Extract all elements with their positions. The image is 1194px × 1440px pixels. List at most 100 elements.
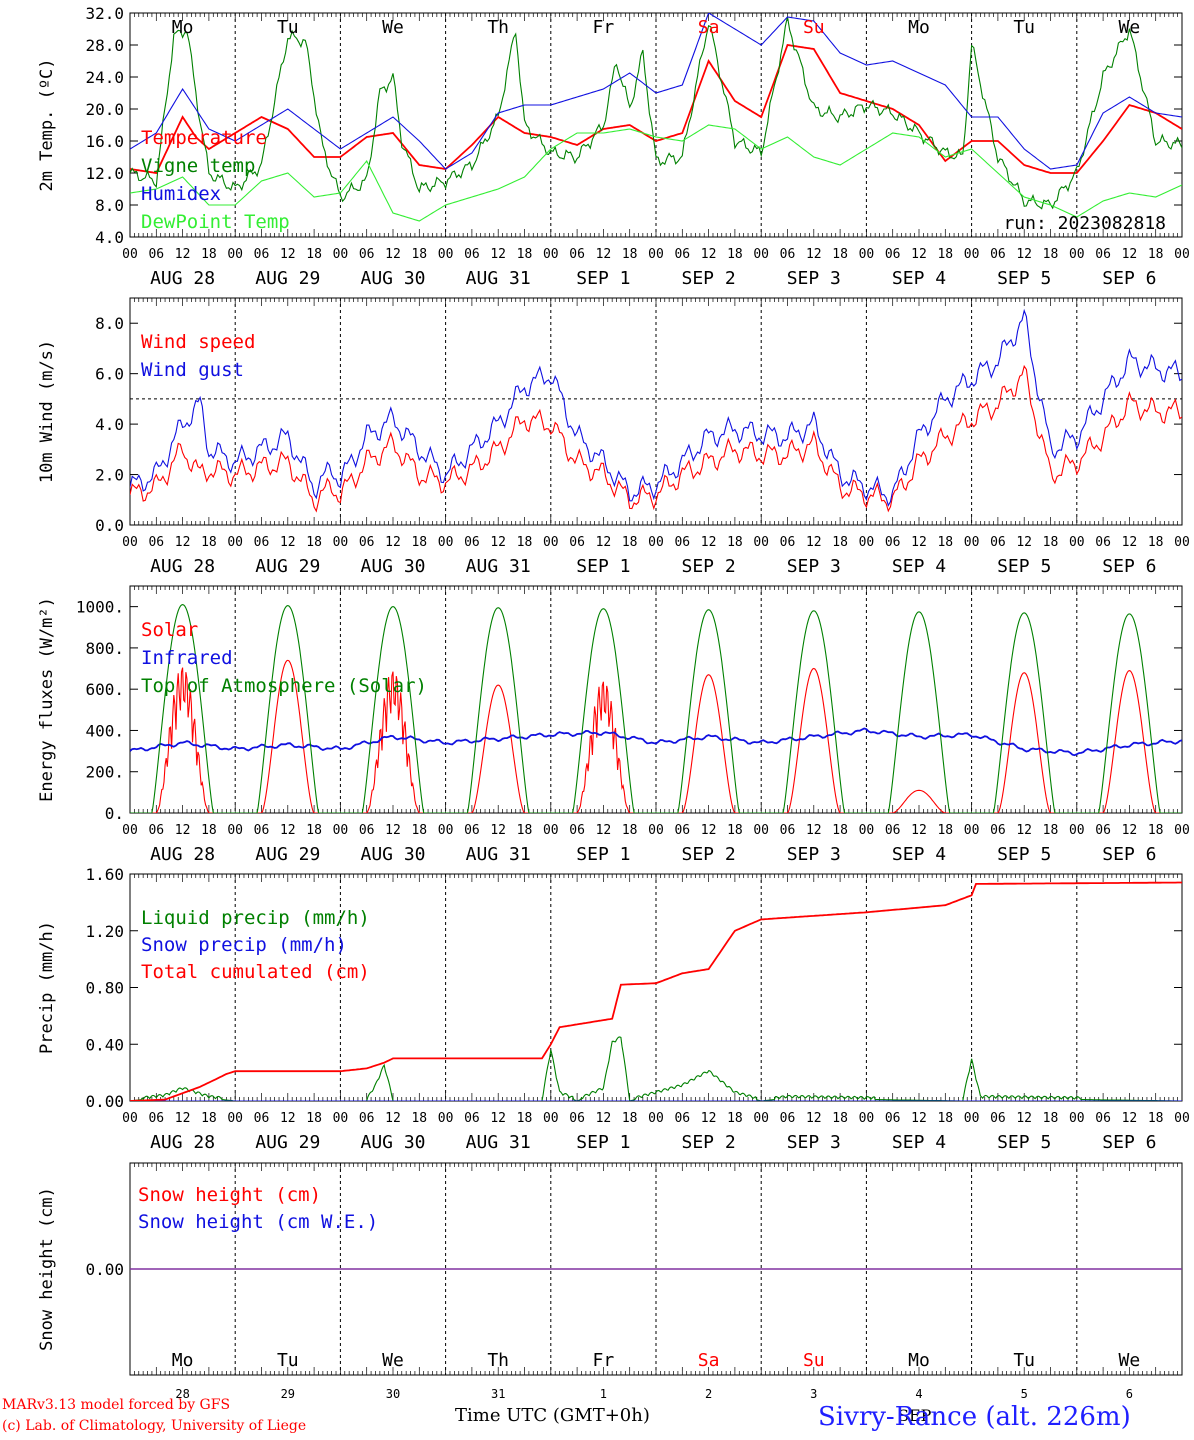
date-label: SEP 3 (787, 844, 841, 865)
panel-4: 0.00 0.40 0.80 1.20 1.60 Precip (mm/h) 00 06 12 1… (37, 865, 1190, 1153)
day-number: 29 (281, 1387, 295, 1401)
date-label: SEP 3 (787, 556, 841, 577)
series-wind-speed (130, 364, 1182, 513)
hour-label: 00 (122, 823, 138, 838)
hour-label: 06 (885, 247, 901, 262)
date-label: SEP 6 (1102, 844, 1156, 865)
y-tick-label: 2.0 (95, 466, 124, 485)
hour-label: 12 (1016, 535, 1032, 550)
hour-label: 12 (701, 535, 717, 550)
hour-label: 18 (727, 823, 743, 838)
hour-label: 18 (1148, 1111, 1164, 1126)
hour-label: 06 (674, 535, 690, 550)
hour-label: 06 (148, 247, 164, 262)
hour-label: 18 (517, 1111, 533, 1126)
weekday-bottom: Mo (172, 1350, 194, 1371)
hour-label: 12 (806, 247, 822, 262)
date-label: AUG 31 (466, 268, 531, 289)
hour-label: 18 (937, 247, 953, 262)
hour-label: 06 (359, 247, 375, 262)
hour-label: 00 (333, 535, 349, 550)
series-line (130, 16, 1182, 210)
y-tick-label: 32.0 (85, 4, 124, 23)
hour-label: 12 (385, 823, 401, 838)
hour-label: 06 (359, 823, 375, 838)
hour-label: 06 (569, 1111, 585, 1126)
y-tick-label: 4.0 (95, 228, 124, 247)
hour-label: 00 (648, 535, 664, 550)
hour-label: 18 (832, 535, 848, 550)
hour-label: 06 (780, 823, 796, 838)
y-tick-label: 0. (105, 804, 124, 823)
y-tick-label: 600. (85, 680, 124, 699)
hour-label: 12 (911, 247, 927, 262)
hour-label: 18 (201, 535, 217, 550)
hour-label: 18 (727, 247, 743, 262)
hour-label: 00 (648, 1111, 664, 1126)
hour-label: 06 (885, 823, 901, 838)
hour-label: 12 (806, 823, 822, 838)
plot-area (130, 13, 1182, 222)
weekday-top: Mo (908, 17, 930, 38)
date-label: AUG 29 (255, 556, 320, 577)
hour-label: 12 (1122, 535, 1138, 550)
hour-label: 18 (622, 247, 638, 262)
hour-label: 18 (727, 535, 743, 550)
y-axis-label: Energy fluxes (W/m²) (37, 597, 57, 802)
hour-label: 00 (543, 247, 559, 262)
hour-label: 18 (517, 823, 533, 838)
hour-label: 06 (464, 823, 480, 838)
date-label: SEP 2 (682, 1132, 736, 1153)
hour-label: 06 (674, 823, 690, 838)
hour-label: 18 (306, 247, 322, 262)
hour-label: 06 (674, 1111, 690, 1126)
date-label: SEP 1 (576, 1132, 630, 1153)
hour-label: 00 (543, 823, 559, 838)
y-tick-label: 28.0 (85, 36, 124, 55)
hour-label: 00 (753, 1111, 769, 1126)
hour-label: 06 (254, 247, 270, 262)
hour-label: 12 (911, 823, 927, 838)
hour-label: 06 (990, 823, 1006, 838)
hour-label: 12 (1122, 1111, 1138, 1126)
date-label: AUG 28 (150, 1132, 215, 1153)
series-line (130, 727, 1182, 757)
y-tick-label: 1000. (76, 598, 124, 617)
hour-label: 00 (438, 247, 454, 262)
hour-label: 12 (385, 247, 401, 262)
series-top-of-atmosphere-solar- (130, 604, 1182, 813)
y-tick-label: 0.0 (95, 516, 124, 535)
hour-label: 18 (622, 535, 638, 550)
y-tick-label: 0.40 (85, 1035, 124, 1054)
series-line (130, 308, 1182, 507)
hour-label: 06 (1095, 823, 1111, 838)
hour-label: 12 (596, 1111, 612, 1126)
hour-label: 06 (1095, 247, 1111, 262)
hour-label: 18 (937, 823, 953, 838)
hour-label: 18 (832, 823, 848, 838)
hour-label: 12 (596, 823, 612, 838)
hour-label: 00 (543, 535, 559, 550)
legend-entry: Top of Atmosphere (Solar) (141, 675, 427, 697)
date-label: AUG 29 (255, 844, 320, 865)
hour-label: 18 (1043, 823, 1059, 838)
date-label: AUG 31 (466, 844, 531, 865)
date-label: SEP 5 (997, 556, 1051, 577)
weekday-bottom: Fr (593, 1350, 615, 1371)
hour-label: 00 (964, 535, 980, 550)
hour-label: 12 (701, 823, 717, 838)
weekday-top: Su (803, 17, 825, 38)
hour-label: 18 (201, 823, 217, 838)
y-tick-label: 8.0 (95, 314, 124, 333)
date-label: SEP 5 (997, 844, 1051, 865)
footer-sep-label: SEP (898, 1406, 932, 1425)
series-liquid-precip-mm-h- (130, 1036, 1182, 1101)
legend-entry: Liquid precip (mm/h) (141, 907, 370, 929)
y-tick-label: 800. (85, 639, 124, 658)
hour-label: 00 (648, 823, 664, 838)
date-label: SEP 2 (682, 844, 736, 865)
date-label: SEP 6 (1102, 556, 1156, 577)
date-label: SEP 6 (1102, 1132, 1156, 1153)
hour-label: 00 (753, 823, 769, 838)
hour-label: 00 (438, 823, 454, 838)
